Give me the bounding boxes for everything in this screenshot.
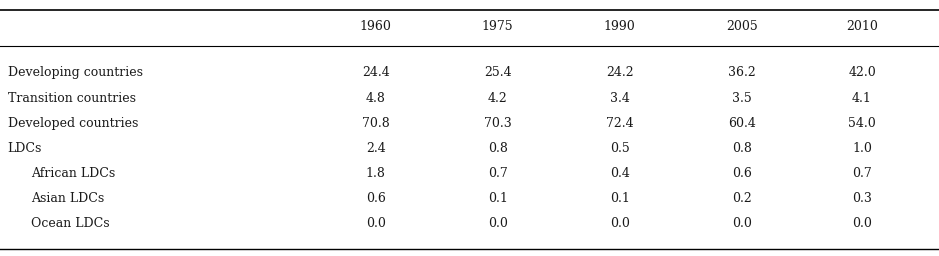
Text: 25.4: 25.4 [484,67,512,79]
Text: 36.2: 36.2 [728,67,756,79]
Text: 2005: 2005 [726,20,758,33]
Text: 72.4: 72.4 [606,117,634,130]
Text: 0.6: 0.6 [365,192,386,205]
Text: 2.4: 2.4 [365,142,386,155]
Text: Transition countries: Transition countries [8,92,135,104]
Text: 0.0: 0.0 [852,217,872,230]
Text: 0.2: 0.2 [731,192,752,205]
Text: 3.4: 3.4 [609,92,630,104]
Text: LDCs: LDCs [8,142,42,155]
Text: 1990: 1990 [604,20,636,33]
Text: Developing countries: Developing countries [8,67,143,79]
Text: 0.3: 0.3 [852,192,872,205]
Text: 0.6: 0.6 [731,167,752,180]
Text: 0.1: 0.1 [487,192,508,205]
Text: 0.0: 0.0 [487,217,508,230]
Text: 3.5: 3.5 [731,92,752,104]
Text: 0.0: 0.0 [365,217,386,230]
Text: 70.3: 70.3 [484,117,512,130]
Text: 0.4: 0.4 [609,167,630,180]
Text: 0.0: 0.0 [609,217,630,230]
Text: 54.0: 54.0 [848,117,876,130]
Text: 1.8: 1.8 [365,167,386,180]
Text: 70.8: 70.8 [362,117,390,130]
Text: 1.0: 1.0 [852,142,872,155]
Text: Developed countries: Developed countries [8,117,138,130]
Text: Ocean LDCs: Ocean LDCs [31,217,110,230]
Text: 1975: 1975 [482,20,514,33]
Text: 0.7: 0.7 [487,167,508,180]
Text: 60.4: 60.4 [728,117,756,130]
Text: 24.4: 24.4 [362,67,390,79]
Text: 0.0: 0.0 [731,217,752,230]
Text: 0.5: 0.5 [609,142,630,155]
Text: 0.8: 0.8 [487,142,508,155]
Text: 4.1: 4.1 [852,92,872,104]
Text: Asian LDCs: Asian LDCs [31,192,104,205]
Text: 0.1: 0.1 [609,192,630,205]
Text: 24.2: 24.2 [606,67,634,79]
Text: 0.8: 0.8 [731,142,752,155]
Text: 4.8: 4.8 [365,92,386,104]
Text: 4.2: 4.2 [487,92,508,104]
Text: 1960: 1960 [360,20,392,33]
Text: 2010: 2010 [846,20,878,33]
Text: 0.7: 0.7 [852,167,872,180]
Text: African LDCs: African LDCs [31,167,115,180]
Text: 42.0: 42.0 [848,67,876,79]
